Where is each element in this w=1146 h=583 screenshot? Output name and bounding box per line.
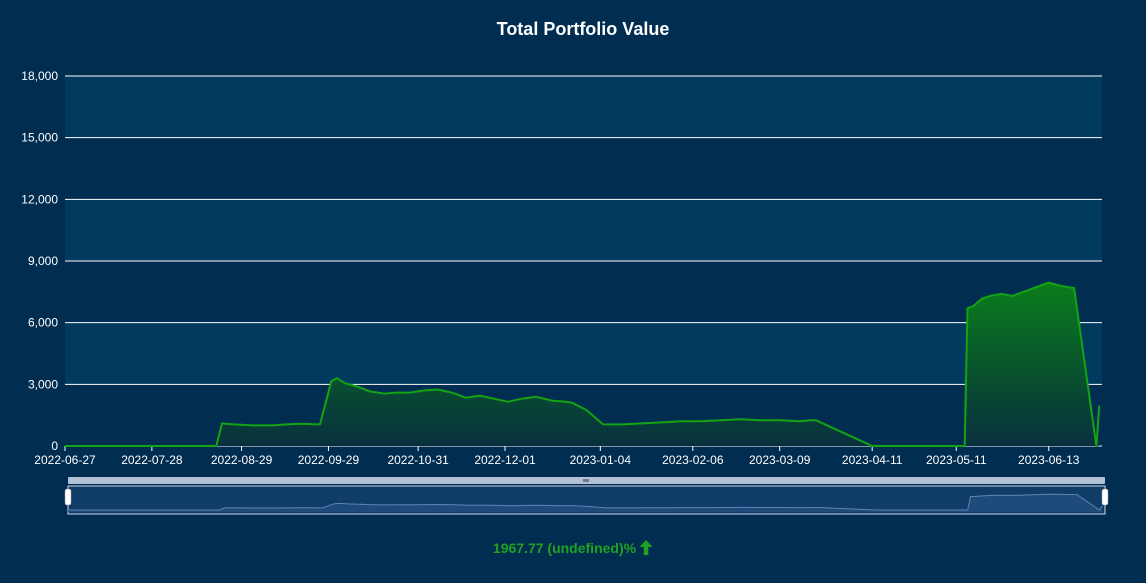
navigator-series-area [68,494,1103,512]
navigator-scrollbar-grip-icon[interactable] [583,479,589,482]
x-tick-label: 2022-12-01 [474,453,536,467]
x-tick-label: 2023-05-11 [926,453,987,467]
x-tick-label: 2022-10-31 [387,453,449,467]
plot-bands [65,76,1102,385]
portfolio-value-chart: Total Portfolio Value 0 3,000 6,000 9,000 12… [21,19,1109,515]
x-tick-label: 2023-06-13 [1018,453,1080,467]
x-tick-label: 2022-09-29 [298,453,360,467]
y-tick-label: 12,000 [21,192,58,206]
series-line [65,281,1101,447]
y-tick-label: 6,000 [28,316,58,330]
plot-band [65,322,1102,385]
navigator[interactable] [64,477,1109,515]
series-portfolio-value [65,281,1101,447]
x-tick-label: 2023-02-06 [662,453,724,467]
series-area-fill [65,282,1100,446]
navigator-left-handle[interactable] [64,488,72,506]
plot-band [65,76,1102,138]
chart-title: Total Portfolio Value [497,19,670,39]
x-tick-label: 2022-06-27 [34,453,96,467]
plot-band [65,199,1102,261]
x-tick-label: 2023-03-09 [749,453,811,467]
x-tick-label: 2023-04-11 [842,453,903,467]
portfolio-change-summary: 1967.77 (undefined)% [0,540,1146,558]
arrow-up-icon [639,540,653,558]
x-axis-labels: 2022-06-27 2022-07-28 2022-08-29 2022-09-29… [34,446,1080,467]
y-tick-label: 15,000 [21,131,58,145]
y-tick-label: 3,000 [28,377,58,391]
y-tick-label: 18,000 [21,69,58,83]
y-axis-labels: 0 3,000 6,000 9,000 12,000 15,000 18,000 [21,69,58,453]
y-tick-label: 9,000 [28,254,58,268]
y-tick-label: 0 [51,439,58,453]
x-tick-label: 2023-01-04 [570,453,632,467]
navigator-right-handle[interactable] [1101,488,1109,506]
navigator-series-line [68,493,1103,511]
x-tick-label: 2022-07-28 [121,453,183,467]
change-percent-text: 1967.77 (undefined)% [492,540,637,556]
x-tick-label: 2022-08-29 [211,453,273,467]
gridlines [65,75,1102,447]
